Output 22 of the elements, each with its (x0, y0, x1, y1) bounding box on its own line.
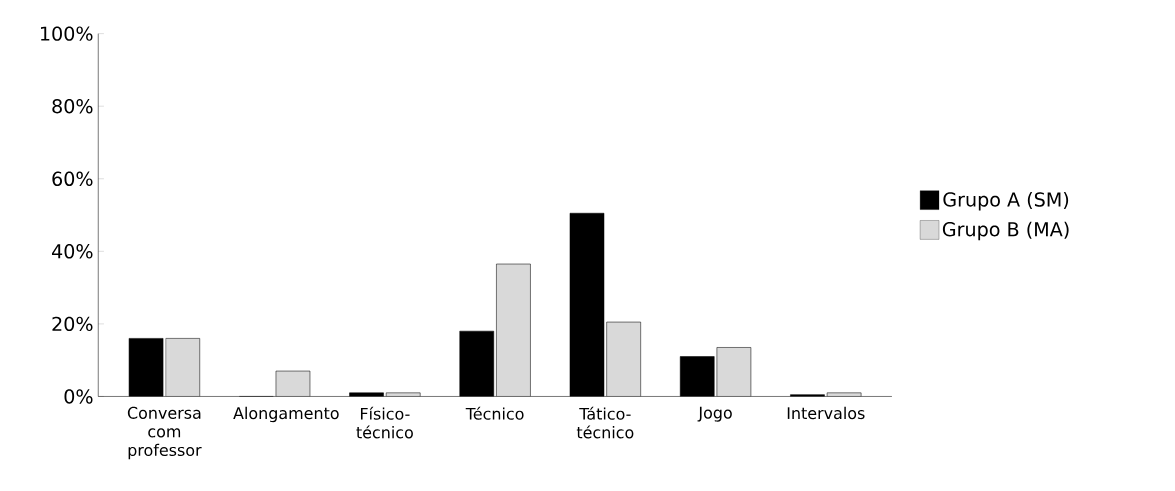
y-tick-label: 100% (40, 26, 93, 41)
bar (496, 264, 531, 397)
x-tick-label: Tático-técnico (576, 406, 634, 439)
bar (349, 392, 384, 397)
bar (165, 338, 200, 397)
legend-label: Grupo A (SM) (943, 191, 1069, 211)
x-tick-label: Alongamento (233, 406, 339, 423)
y-tick-label: 80% (52, 99, 93, 114)
legend-label: Grupo B (MA) (942, 221, 1069, 241)
bar (606, 322, 641, 397)
y-tick-label: 20% (52, 316, 93, 332)
x-tick-label: Conversa com professor (127, 406, 202, 460)
y-tick-label: 60% (52, 171, 93, 187)
bar (459, 330, 495, 397)
bar (716, 347, 751, 397)
x-tick-label: Intervalos (787, 406, 865, 420)
bar (128, 338, 164, 397)
y-tick-label: 0% (64, 389, 93, 404)
x-tick-label: Jogo (697, 406, 732, 422)
x-tick-label: Físico-técnico (356, 406, 413, 439)
y-tick-label: 40% (51, 244, 93, 259)
x-tick-label: Técnico (465, 406, 524, 420)
